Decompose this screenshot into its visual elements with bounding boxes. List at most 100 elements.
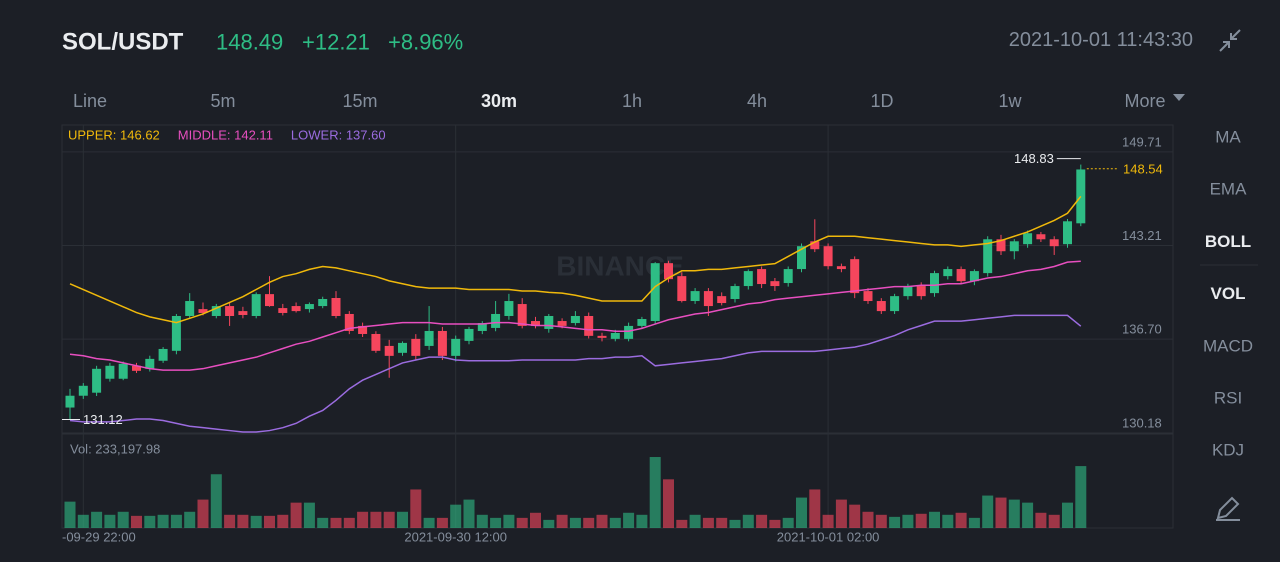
candle-body	[185, 301, 195, 316]
volume-bar	[915, 513, 927, 528]
band-line	[69, 314, 1082, 433]
candle-body	[544, 315, 554, 329]
indicator-tab[interactable]: BOLL	[1205, 232, 1251, 251]
volume-bar	[689, 514, 701, 528]
interval-tab[interactable]: 1h	[622, 91, 642, 111]
volume-bar	[663, 479, 674, 528]
interval-tab[interactable]: 4h	[747, 91, 767, 111]
x-tick-label: -09-29 22:00	[62, 530, 136, 545]
volume-bar	[702, 517, 714, 528]
candle-body	[597, 335, 607, 338]
candle-body	[1036, 234, 1046, 240]
volume-bar	[902, 514, 914, 528]
y-tick-label: 149.71	[1122, 134, 1162, 149]
volume-bar	[942, 514, 954, 528]
candle-body	[557, 321, 567, 326]
candle-body	[1009, 241, 1019, 252]
indicator-tab[interactable]: MA	[1215, 128, 1241, 147]
more-tab[interactable]: More	[1124, 91, 1165, 111]
candle-body	[531, 321, 540, 326]
candle-body	[850, 259, 860, 294]
candle-body	[956, 269, 966, 282]
indicator-tab[interactable]: MACD	[1203, 336, 1253, 355]
volume-bar	[995, 497, 1007, 528]
volume-bar	[383, 511, 395, 528]
candle-body	[464, 328, 474, 341]
interval-tab[interactable]: 15m	[342, 91, 377, 111]
candle-body	[717, 296, 727, 304]
volume-bar	[64, 501, 76, 528]
y-tick-label: 143.21	[1122, 228, 1162, 243]
candle-body	[1023, 233, 1033, 245]
candle-body	[238, 311, 248, 315]
volume-bar	[742, 514, 754, 528]
volume-bar	[516, 517, 528, 528]
candle-body	[451, 338, 461, 356]
interval-tab[interactable]: 5m	[210, 91, 235, 111]
volume-bar	[170, 514, 182, 528]
candle-body	[225, 306, 235, 316]
volume-bar	[1035, 512, 1047, 528]
candle-body	[730, 286, 740, 300]
candle-body	[198, 309, 208, 313]
candle-body	[145, 358, 155, 369]
candle-body	[664, 263, 673, 280]
volume-bar	[649, 457, 661, 528]
volume-bar	[91, 511, 103, 528]
volume-bar	[569, 517, 581, 528]
candle-body	[703, 291, 713, 307]
candle-body	[278, 308, 288, 313]
volume-bar	[77, 514, 89, 528]
candle-body	[943, 269, 953, 277]
interval-tab[interactable]: Line	[73, 91, 107, 111]
timestamp: 2021-10-01 11:43:30	[1009, 29, 1193, 51]
candle-body	[677, 276, 687, 302]
candle-body	[1063, 221, 1072, 245]
volume-bar	[303, 502, 315, 528]
candle-body	[743, 271, 753, 287]
x-tick-label: 2021-10-01 02:00	[777, 530, 880, 545]
candle-body	[251, 294, 261, 316]
volume-bar	[343, 517, 355, 528]
candle-body	[265, 294, 274, 307]
interval-tab[interactable]: 1D	[870, 91, 893, 111]
candle-body	[996, 239, 1006, 252]
interval-tab[interactable]: 30m	[481, 91, 517, 111]
volume-bar	[476, 514, 488, 528]
candle-body	[757, 269, 767, 285]
candle-body	[930, 273, 939, 294]
volume-bar	[889, 516, 901, 528]
candle-body	[584, 315, 594, 336]
interval-tab[interactable]: 1w	[998, 91, 1022, 111]
collapse-icon[interactable]	[1219, 29, 1241, 52]
low-label: 131.12	[83, 412, 123, 427]
candle-body	[358, 325, 368, 334]
volume-bar	[1075, 466, 1087, 528]
candle-body	[331, 298, 341, 316]
indicator-tab[interactable]: EMA	[1210, 180, 1248, 199]
edit-icon[interactable]	[1216, 496, 1240, 521]
y-tick-label: 136.70	[1122, 322, 1162, 337]
candle-body	[411, 338, 421, 356]
indicator-tab[interactable]: KDJ	[1212, 441, 1244, 460]
volume-bar	[556, 514, 568, 528]
candle-body	[132, 365, 141, 371]
candle-body	[517, 304, 527, 326]
candle-body	[1049, 239, 1059, 247]
volume-bar	[450, 504, 462, 528]
high-label: 148.83	[1014, 151, 1054, 166]
volume-bar	[144, 515, 156, 528]
volume-bar	[676, 519, 688, 528]
volume-bar	[968, 517, 980, 528]
indicator-tab[interactable]: RSI	[1214, 389, 1242, 408]
candle-body	[65, 395, 75, 408]
candle-body	[570, 315, 580, 324]
candle-body	[903, 286, 913, 297]
indicator-tab[interactable]: VOL	[1211, 284, 1246, 303]
change: +12.21	[302, 30, 370, 55]
volume-bar	[583, 517, 595, 528]
volume-bar	[596, 514, 608, 528]
candle-body	[916, 286, 926, 297]
candle-body	[610, 332, 620, 339]
